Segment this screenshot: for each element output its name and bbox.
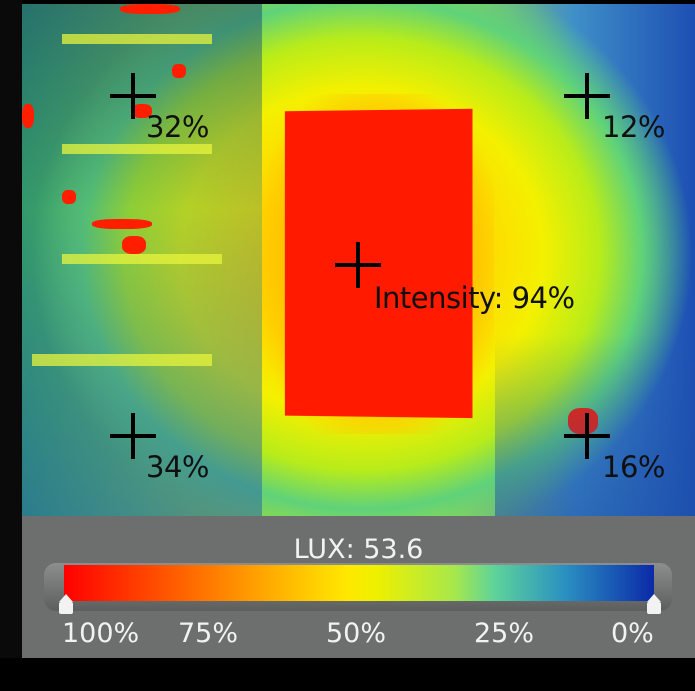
hot-spot — [62, 190, 76, 204]
scale-tick-50: 50% — [326, 618, 386, 649]
scale-tick-25: 25% — [474, 618, 534, 649]
shelf-stripe — [62, 254, 222, 264]
intensity-color-scale — [64, 565, 654, 601]
shelf-stripe — [62, 34, 212, 44]
marker-top-left-label: 32% — [146, 110, 209, 144]
hot-spot — [92, 219, 152, 229]
screen-bottom-edge — [0, 658, 695, 691]
lux-readout: LUX: 53.6 — [22, 534, 695, 565]
slider-handle-icon[interactable] — [647, 594, 661, 614]
hot-spot — [22, 104, 34, 128]
shelf-stripe — [32, 354, 212, 366]
marker-center-label: Intensity: 94% — [374, 281, 575, 315]
marker-top-right-label: 12% — [602, 110, 665, 144]
screen-edge — [0, 0, 22, 691]
intensity-heatmap-view[interactable]: 32% 12% Intensity: 94% 34% 16% — [22, 4, 695, 516]
slider-handle-icon[interactable] — [59, 594, 73, 614]
scale-tick-0: 0% — [611, 618, 654, 649]
shelf-stripe — [62, 144, 212, 154]
scale-tick-100: 100% — [62, 618, 139, 649]
scale-panel: LUX: 53.6 100% 75% 50% 25% 0% — [22, 516, 695, 658]
marker-bottom-left-label: 34% — [146, 450, 209, 484]
hot-spot — [122, 236, 146, 254]
hot-spot — [172, 64, 186, 78]
hot-spot — [120, 4, 180, 14]
marker-bottom-right-label: 16% — [602, 450, 665, 484]
scale-tick-75: 75% — [178, 618, 238, 649]
